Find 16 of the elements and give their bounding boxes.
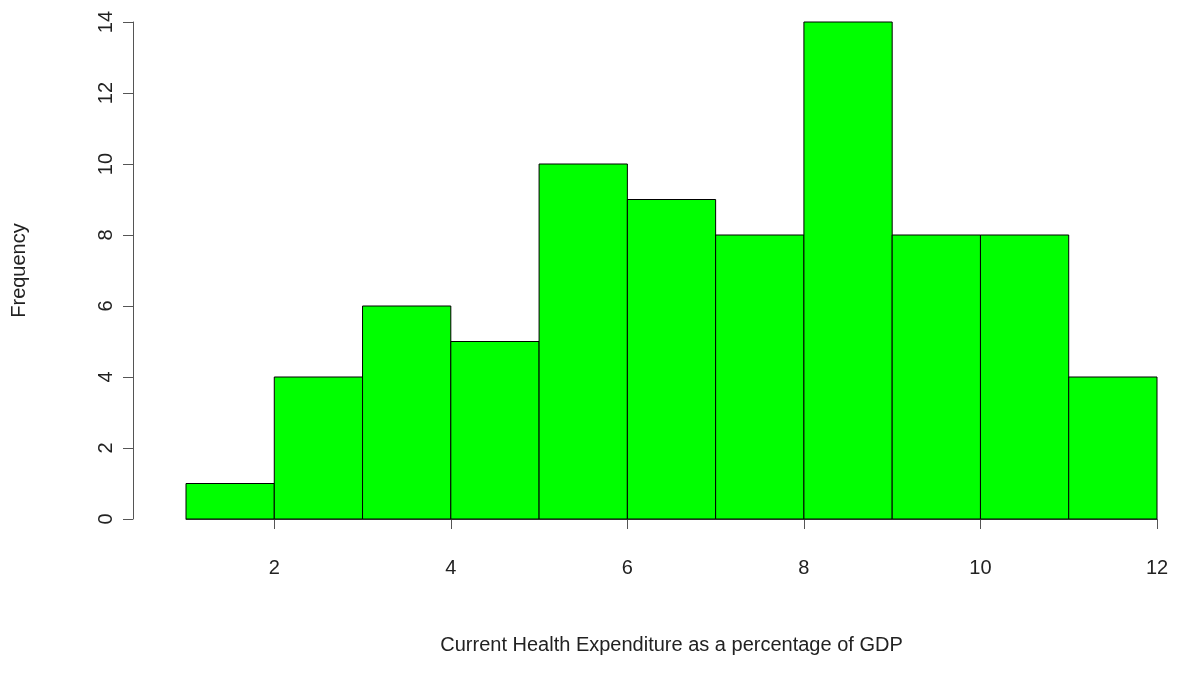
x-tick-label: 8 — [798, 556, 810, 578]
x-axis-title: Current Health Expenditure as a percentage of GDP — [440, 633, 903, 655]
x-tick-label: 4 — [445, 556, 457, 578]
y-tick-label: 12 — [94, 81, 116, 105]
y-tick-label: 14 — [94, 10, 116, 34]
x-tick-label: 10 — [969, 556, 992, 578]
y-tick-label: 2 — [94, 442, 116, 454]
x-tick-label: 2 — [268, 556, 280, 578]
y-tick-label: 4 — [94, 371, 116, 383]
y-tick-label: 0 — [94, 513, 116, 525]
y-tick-label: 8 — [94, 229, 116, 241]
y-tick-label: 10 — [94, 152, 116, 176]
x-tick-label: 6 — [621, 556, 633, 578]
y-tick-label: 6 — [94, 300, 116, 312]
x-tick-label: 12 — [1145, 556, 1169, 578]
y-axis-title: Frequency — [7, 223, 29, 318]
